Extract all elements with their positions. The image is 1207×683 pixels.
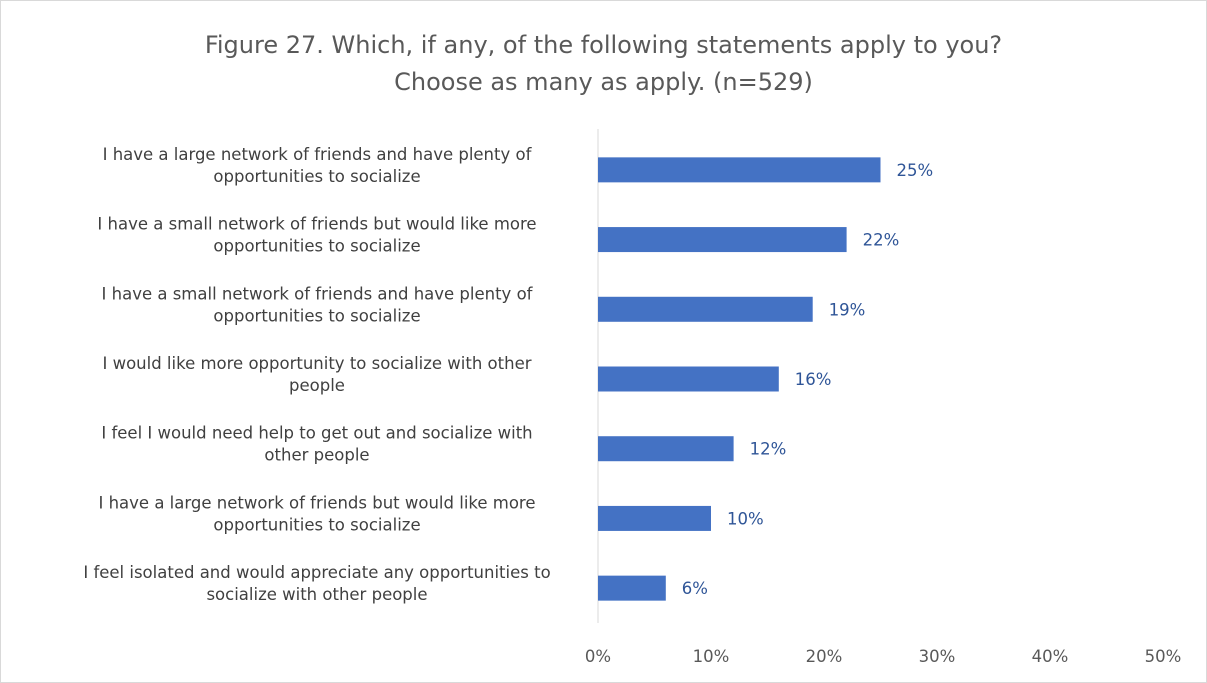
bar [598, 505, 711, 531]
category-label: I have a large network of friends but wo… [98, 493, 535, 512]
category-label: opportunities to socialize [213, 167, 420, 186]
bar [598, 436, 734, 462]
data-label: 12% [750, 440, 787, 459]
x-tick-label: 0% [585, 647, 611, 666]
category-label: opportunities to socialize [213, 237, 420, 256]
chart-title-line-1: Figure 27. Which, if any, of the followi… [204, 31, 1003, 59]
x-tick-label: 30% [919, 647, 956, 666]
category-label: opportunities to socialize [213, 515, 420, 534]
chart-title-line-2: Choose as many as apply. (n=529) [394, 68, 813, 96]
category-label: opportunities to socialize [213, 306, 420, 325]
data-label: 19% [829, 300, 866, 319]
category-label: other people [264, 446, 369, 465]
category-label: I have a small network of friends but wo… [97, 215, 536, 234]
category-label: I feel isolated and would appreciate any… [83, 563, 550, 582]
x-tick-label: 40% [1032, 647, 1069, 666]
category-label: I have a small network of friends and ha… [102, 284, 534, 303]
x-tick-label: 20% [806, 647, 843, 666]
bar [598, 575, 666, 601]
x-tick-label: 50% [1145, 647, 1182, 666]
category-label: I would like more opportunity to sociali… [102, 354, 531, 373]
data-label: 6% [682, 579, 708, 598]
category-label: people [289, 376, 345, 395]
data-label: 16% [795, 370, 832, 389]
category-label: I feel I would need help to get out and … [101, 424, 532, 443]
bar [598, 157, 881, 183]
bar [598, 296, 813, 322]
x-tick-label: 10% [693, 647, 730, 666]
data-label: 22% [863, 231, 900, 250]
category-label: I have a large network of friends and ha… [103, 145, 533, 164]
bar [598, 366, 779, 392]
chart-title: Figure 27. Which, if any, of the followi… [1, 27, 1206, 101]
category-label: socialize with other people [206, 585, 427, 604]
data-label: 10% [727, 509, 764, 528]
data-label: 25% [897, 161, 934, 180]
bar [598, 227, 847, 253]
